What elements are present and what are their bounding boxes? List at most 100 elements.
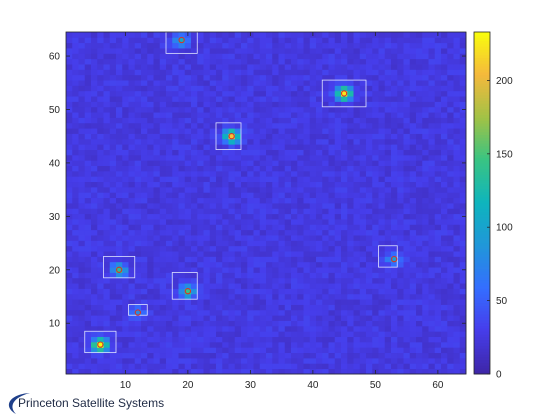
heatmap-cell [122,214,129,220]
heatmap-cell [354,203,361,209]
heatmap-cell [410,294,417,300]
heatmap-cell [222,272,229,278]
heatmap-cell [147,262,154,268]
heatmap-cell [104,363,111,369]
heatmap-cell [72,358,79,364]
colorbar-segment [474,106,490,109]
heatmap-cell [222,198,229,204]
heatmap-cell [447,37,454,43]
heatmap-cell [272,139,279,145]
heatmap-cell [279,91,286,97]
heatmap-cell [222,230,229,236]
heatmap-cell [160,224,167,230]
heatmap-cell [210,171,217,177]
colorbar-segment [474,100,490,103]
heatmap-cell [391,155,398,161]
heatmap-cell [454,37,461,43]
heatmap-cell [141,315,148,321]
colorbar-segment [474,152,490,155]
heatmap-cell [129,331,136,337]
heatmap-cell [322,294,329,300]
heatmap-cell [316,53,323,59]
heatmap-cell [441,37,448,43]
heatmap-cell [310,160,317,166]
heatmap-cell [66,326,73,332]
heatmap-cell [266,278,273,284]
heatmap-cell [166,369,173,375]
heatmap-cell [135,171,142,177]
heatmap-cell [304,294,311,300]
heatmap-cell [404,85,411,91]
heatmap-cell [260,37,267,43]
heatmap-cell [397,224,404,230]
heatmap-cell [435,139,442,145]
heatmap-cell [247,203,254,209]
heatmap-cell [441,224,448,230]
heatmap-cell [454,101,461,107]
heatmap-cell [422,59,429,65]
heatmap-cell [79,43,86,49]
heatmap-cell [260,48,267,54]
heatmap-cell [97,305,104,311]
heatmap-cell [91,331,98,337]
heatmap-cell [191,123,198,129]
heatmap-cell [372,64,379,70]
colorbar-segment [474,232,490,235]
heatmap-cell [135,37,142,43]
heatmap-cell [172,192,179,198]
heatmap-cell [397,53,404,59]
colorbar-segment [474,280,490,283]
heatmap-cell [210,32,217,38]
heatmap-cell [222,75,229,81]
heatmap-cell [410,230,417,236]
heatmap-cell [216,64,223,70]
heatmap-cell [322,32,329,38]
heatmap-cell [91,251,98,257]
heatmap-cell [91,353,98,359]
heatmap-cell [72,224,79,230]
heatmap-cell [404,160,411,166]
heatmap-cell [391,64,398,70]
heatmap-cell [291,91,298,97]
heatmap-cell [172,171,179,177]
colorbar-segment [474,220,490,223]
heatmap-cell [97,240,104,246]
heatmap-cell [266,53,273,59]
heatmap-cell [335,101,342,107]
heatmap-cell [385,214,392,220]
heatmap-cell [422,134,429,140]
heatmap-cell [222,112,229,118]
heatmap-cell [279,278,286,284]
heatmap-cell [254,59,261,65]
heatmap-cell [191,337,198,343]
heatmap-cell [291,246,298,252]
heatmap-cell [460,166,467,172]
heatmap-cell [416,53,423,59]
heatmap-cell [410,80,417,86]
heatmap-cell [454,267,461,273]
heatmap-cell [216,246,223,252]
heatmap-cell [79,176,86,182]
heatmap-cell [129,134,136,140]
heatmap-cell [254,230,261,236]
heatmap-cell [179,171,186,177]
heatmap-cell [279,101,286,107]
heatmap-cell [191,118,198,124]
heatmap-cell [72,37,79,43]
heatmap-cell [310,224,317,230]
heatmap-cell [222,128,229,134]
heatmap-cell [179,144,186,150]
heatmap-cell [204,246,211,252]
heatmap-cell [347,128,354,134]
heatmap-cell [360,107,367,113]
heatmap-cell [354,32,361,38]
heatmap-cell [354,192,361,198]
heatmap-cell [372,289,379,295]
heatmap-cell [285,326,292,332]
heatmap-cell [160,171,167,177]
heatmap-cell [72,182,79,188]
heatmap-cell [460,48,467,54]
heatmap-cell [360,155,367,161]
heatmap-cell [235,208,242,214]
heatmap-cell [254,337,261,343]
